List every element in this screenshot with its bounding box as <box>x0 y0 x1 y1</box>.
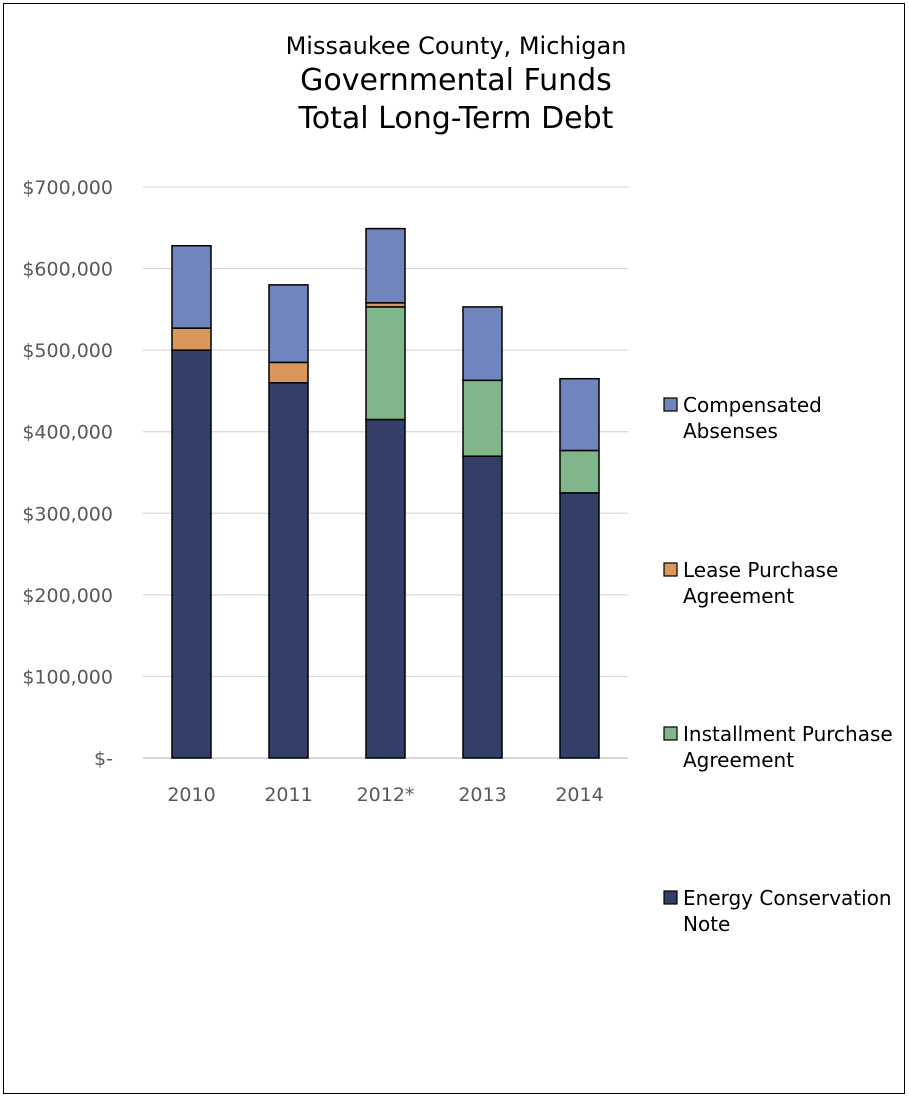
y-tick-label: $- <box>94 748 113 770</box>
bar-segment <box>365 306 406 421</box>
chart-title-line-3: Total Long-Term Debt <box>298 101 614 136</box>
x-tick-label: 2012* <box>357 784 415 806</box>
x-tick-label: 2014 <box>555 784 603 806</box>
bar-segment <box>171 349 212 759</box>
y-tick-label: $600,000 <box>22 259 113 281</box>
x-tick-label: 2010 <box>167 784 215 806</box>
y-tick-label: $200,000 <box>22 585 113 607</box>
bar-segment <box>365 418 406 759</box>
legend-label: Agreement <box>683 748 794 772</box>
legend-label: Agreement <box>683 584 794 608</box>
chart-frame <box>3 3 905 1094</box>
x-tick-label: 2013 <box>458 784 506 806</box>
bar-segment <box>462 306 503 382</box>
legend-swatch <box>663 562 678 577</box>
chart-title-line-2: Governmental Funds <box>300 63 612 98</box>
bar-segment <box>171 244 212 329</box>
bar-segment <box>559 492 600 759</box>
legend-label: Absenses <box>683 419 778 443</box>
legend-swatch <box>663 397 678 412</box>
bar-segment <box>268 361 309 384</box>
legend-label: Installment Purchase <box>683 722 893 746</box>
bar-segment <box>462 379 503 457</box>
bar-segment <box>559 449 600 494</box>
chart-title-line-1: Missaukee County, Michigan <box>285 32 627 60</box>
bar-segment <box>559 377 600 452</box>
legend-swatch <box>663 726 678 741</box>
y-tick-label: $700,000 <box>22 177 113 199</box>
y-tick-label: $500,000 <box>22 340 113 362</box>
legend-label: Energy Conservation <box>683 886 892 910</box>
bar-segment <box>365 227 406 304</box>
bar-segment <box>268 382 309 759</box>
bar-segment <box>171 327 212 351</box>
legend-label: Compensated <box>683 393 822 417</box>
bar-segment <box>268 284 309 364</box>
bar-segment <box>462 455 503 759</box>
y-tick-label: $100,000 <box>22 666 113 688</box>
y-tick-label: $300,000 <box>22 503 113 525</box>
chart-title: Missaukee County, Michigan Governmental … <box>0 30 909 138</box>
x-tick-label: 2011 <box>264 784 312 806</box>
legend-label: Note <box>683 912 730 936</box>
legend-label: Lease Purchase <box>683 558 838 582</box>
y-tick-label: $400,000 <box>22 422 113 444</box>
legend-swatch <box>663 890 678 905</box>
